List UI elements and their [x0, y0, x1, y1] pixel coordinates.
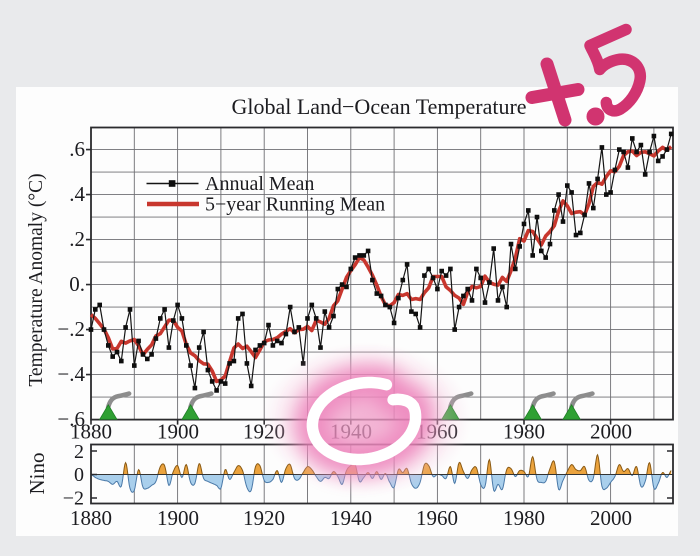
svg-text:1980: 1980 [503, 506, 545, 530]
svg-text:1880: 1880 [70, 420, 112, 444]
svg-text:2000: 2000 [590, 420, 632, 444]
svg-text:1940: 1940 [330, 506, 372, 530]
svg-text:−.2: −.2 [57, 317, 85, 341]
svg-text:−.4: −.4 [57, 362, 85, 386]
svg-text:1900: 1900 [157, 420, 199, 444]
svg-text:0: 0 [74, 464, 84, 486]
svg-text:1980: 1980 [503, 420, 545, 444]
svg-text:0.: 0. [69, 272, 85, 296]
svg-text:5−year Running Mean: 5−year Running Mean [205, 194, 385, 216]
svg-text:Temperature Anomaly (°C): Temperature Anomaly (°C) [26, 173, 47, 386]
svg-text:Nino: Nino [25, 453, 49, 495]
svg-text:−.6: −.6 [57, 407, 85, 431]
svg-text:2000: 2000 [590, 506, 632, 530]
svg-text:Annual Mean: Annual Mean [205, 173, 314, 195]
svg-text:.6: .6 [69, 137, 85, 161]
svg-text:.2: .2 [69, 227, 85, 251]
svg-text:2: 2 [74, 441, 84, 463]
svg-text:1960: 1960 [416, 506, 458, 530]
svg-text:Global Land−Ocean Temperature: Global Land−Ocean Temperature [231, 94, 526, 119]
svg-text:1880: 1880 [70, 506, 112, 530]
svg-text:1900: 1900 [157, 506, 199, 530]
svg-text:1920: 1920 [243, 506, 285, 530]
svg-text:−2: −2 [63, 488, 84, 510]
svg-text:.4: .4 [69, 182, 85, 206]
